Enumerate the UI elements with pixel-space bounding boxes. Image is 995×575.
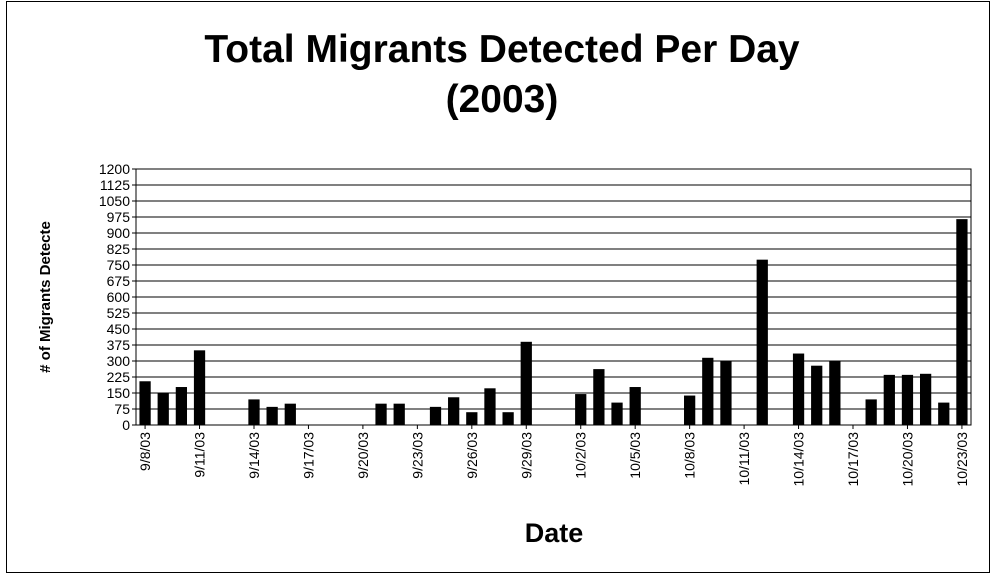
x-tick-label: 10/11/03 (736, 432, 752, 486)
bar-9-8-03 (139, 381, 151, 425)
y-tick-label: 1050 (99, 193, 130, 209)
bar-10-12-03 (756, 259, 768, 425)
bar-10-4-03 (611, 402, 623, 425)
bar-10-16-03 (829, 361, 841, 425)
y-tick-label: 600 (107, 289, 131, 305)
bar-10-10-03 (720, 361, 732, 425)
x-tick-label: 9/14/03 (246, 432, 262, 479)
x-tick-label: 9/26/03 (464, 432, 480, 479)
y-tick-label: 375 (107, 337, 131, 353)
x-tick-label: 9/11/03 (192, 432, 208, 478)
bar-9-16-03 (284, 403, 296, 425)
bar-10-23-03 (956, 219, 968, 425)
bar-10-15-03 (811, 365, 823, 425)
y-tick-label: 675 (107, 273, 131, 289)
bar-9-21-03 (375, 403, 387, 425)
chart-title-line-1: Total Migrants Detected Per Day (204, 28, 800, 71)
y-tick-label: 1125 (100, 177, 130, 193)
x-tick-label: 10/23/03 (954, 432, 970, 487)
bar-10-2-03 (575, 394, 587, 425)
y-tick-label: 525 (107, 305, 131, 321)
x-tick-label: 10/8/03 (682, 432, 698, 479)
x-axis-ticks: 9/8/03 9/11/03 9/14/03 9/17/03 9/20/03 9/23/0… (137, 425, 970, 487)
x-tick-label: 9/20/03 (355, 432, 371, 479)
bar-9-15-03 (266, 406, 278, 425)
chart-title-line-2: (2003) (446, 78, 559, 121)
x-tick-label: 10/17/03 (845, 432, 861, 487)
bar-10-8-03 (684, 395, 696, 425)
y-tick-label: 750 (107, 257, 131, 273)
bar-10-20-03 (901, 374, 914, 425)
bar-9-22-03 (393, 403, 405, 425)
bars (139, 219, 968, 425)
bar-9-9-03 (157, 393, 169, 425)
bar-9-27-03 (484, 388, 496, 425)
y-tick-label: 0 (122, 417, 130, 433)
chart: Total Migrants Detected Per Day (2003) 0… (37, 28, 972, 548)
bar-9-10-03 (175, 387, 188, 425)
bar-9-11-03 (193, 350, 206, 425)
bar-10-21-03 (919, 373, 932, 425)
x-tick-label: 10/5/03 (627, 432, 643, 479)
bar-10-5-03 (629, 387, 641, 425)
bar-9-25-03 (448, 397, 460, 425)
bar-10-22-03 (938, 402, 950, 425)
bar-10-19-03 (883, 374, 895, 425)
bar-9-28-03 (502, 412, 514, 425)
bar-10-18-03 (865, 399, 877, 425)
bar-9-26-03 (466, 412, 478, 425)
y-tick-label: 225 (107, 369, 131, 385)
y-tick-label: 450 (107, 321, 131, 337)
x-tick-label: 9/17/03 (300, 432, 316, 479)
bar-10-9-03 (702, 357, 714, 425)
y-axis-ticks: 0751502253003754505256006757508259009751… (99, 161, 136, 433)
bar-9-14-03 (248, 399, 260, 425)
bar-10-3-03 (593, 369, 605, 425)
y-tick-label: 150 (107, 385, 131, 401)
x-tick-label: 9/8/03 (137, 432, 153, 471)
y-axis-label: # of Migrants Detecte (37, 221, 54, 373)
y-tick-label: 75 (114, 401, 130, 417)
chart-frame: Total Migrants Detected Per Day (2003) 0… (6, 1, 990, 573)
y-tick-label: 300 (107, 353, 131, 369)
x-tick-label: 10/2/03 (573, 432, 589, 479)
bar-10-14-03 (792, 353, 805, 425)
x-tick-label: 10/14/03 (791, 432, 807, 487)
bar-9-24-03 (429, 406, 442, 425)
y-tick-label: 1200 (99, 161, 130, 177)
x-tick-label: 9/23/03 (409, 432, 425, 479)
bar-9-29-03 (520, 341, 532, 425)
x-tick-label: 10/20/03 (899, 432, 915, 487)
y-tick-label: 975 (107, 209, 131, 225)
y-tick-label: 825 (107, 241, 131, 257)
y-tick-label: 900 (107, 225, 131, 241)
x-axis-label: Date (525, 518, 584, 548)
x-tick-label: 9/29/03 (518, 432, 534, 479)
